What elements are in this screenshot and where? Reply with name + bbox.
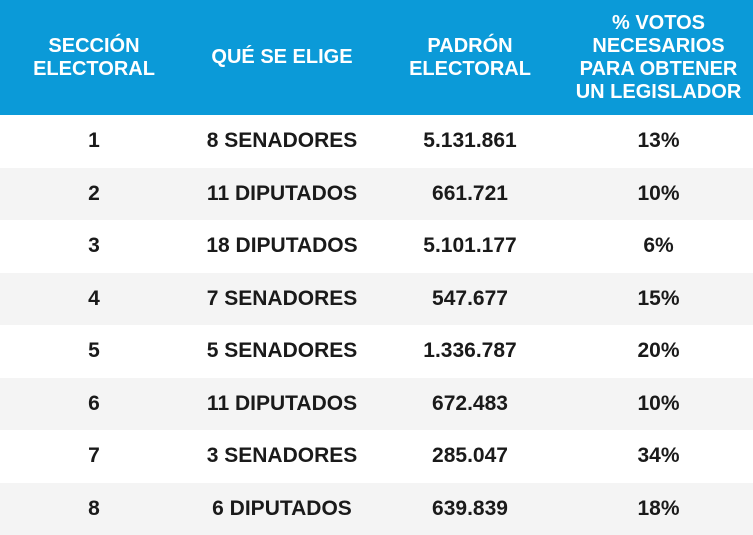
header-elige: QUÉ SE ELIGE — [188, 0, 376, 115]
cell-votos: 10% — [637, 391, 680, 415]
cell-votos: 34% — [637, 444, 680, 468]
cell-seccion: 5 — [88, 339, 100, 363]
cell-seccion: 4 — [88, 286, 100, 310]
cell-votos: 10% — [637, 181, 680, 205]
cell-seccion: 7 — [88, 444, 100, 468]
cell-votos: 18% — [637, 496, 680, 520]
cell-padron: 672.483 — [432, 391, 508, 415]
header-elige-label: QUÉ SE ELIGE — [211, 46, 353, 68]
table-header: SECCIÓN ELECTORAL QUÉ SE ELIGE PADRÓN EL… — [0, 0, 753, 115]
cell-seccion: 3 — [88, 234, 100, 258]
cell-votos: 15% — [637, 286, 680, 310]
table-row: 7 3 SENADORES 285.047 34% — [0, 430, 753, 483]
cell-seccion: 2 — [88, 181, 100, 205]
header-padron-label: PADRÓN ELECTORAL — [409, 34, 531, 80]
table-body: 1 8 SENADORES 5.131.861 13% 2 11 DIPUTAD… — [0, 115, 753, 535]
cell-elige: 6 DIPUTADOS — [212, 496, 352, 520]
header-seccion-label: SECCIÓN ELECTORAL — [33, 34, 155, 80]
cell-seccion: 8 — [88, 496, 100, 520]
cell-votos: 20% — [637, 339, 680, 363]
cell-elige: 5 SENADORES — [206, 339, 358, 363]
cell-padron: 639.839 — [432, 496, 508, 520]
cell-seccion: 6 — [88, 391, 100, 415]
cell-padron: 5.101.177 — [423, 234, 517, 258]
cell-padron: 661.721 — [432, 181, 508, 205]
table-row: 5 5 SENADORES 1.336.787 20% — [0, 325, 753, 378]
cell-elige: 7 SENADORES — [206, 286, 358, 310]
cell-elige: 8 SENADORES — [206, 129, 358, 153]
cell-elige: 18 DIPUTADOS — [206, 234, 358, 258]
table-row: 3 18 DIPUTADOS 5.101.177 6% — [0, 220, 753, 273]
cell-elige: 11 DIPUTADOS — [206, 181, 358, 205]
header-votos: % VOTOS NECESARIOS PARA OBTENER UN LEGIS… — [564, 0, 753, 115]
table-row: 8 6 DIPUTADOS 639.839 18% — [0, 482, 753, 535]
header-votos-label: % VOTOS NECESARIOS PARA OBTENER UN LEGIS… — [575, 11, 742, 103]
table-row: 4 7 SENADORES 547.677 15% — [0, 272, 753, 325]
table-row: 2 11 DIPUTADOS 661.721 10% — [0, 167, 753, 220]
cell-seccion: 1 — [88, 129, 100, 153]
cell-padron: 5.131.861 — [423, 129, 517, 153]
table-row: 6 11 DIPUTADOS 672.483 10% — [0, 377, 753, 430]
cell-votos: 13% — [637, 129, 680, 153]
header-seccion: SECCIÓN ELECTORAL — [0, 0, 188, 115]
cell-padron: 285.047 — [432, 444, 508, 468]
cell-padron: 1.336.787 — [423, 339, 517, 363]
table-row: 1 8 SENADORES 5.131.861 13% — [0, 115, 753, 168]
cell-elige: 11 DIPUTADOS — [206, 391, 358, 415]
cell-elige: 3 SENADORES — [206, 444, 358, 468]
cell-padron: 547.677 — [432, 286, 508, 310]
cell-votos: 6% — [643, 234, 674, 258]
header-padron: PADRÓN ELECTORAL — [376, 0, 564, 115]
